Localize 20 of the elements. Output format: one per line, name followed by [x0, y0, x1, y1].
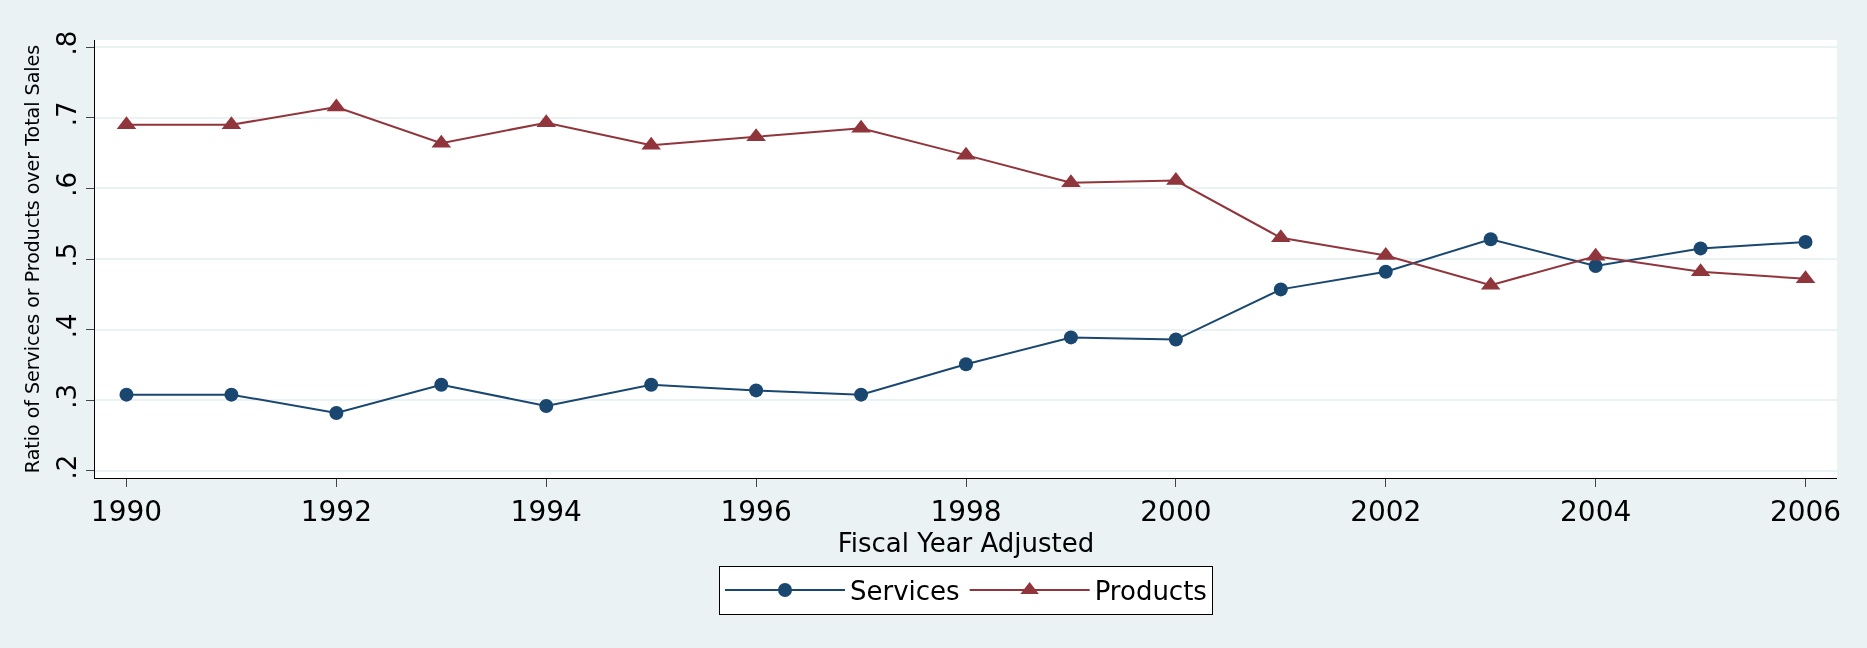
legend-label: Services — [850, 576, 960, 607]
y-tick-label: .7 — [51, 101, 82, 127]
x-tick-label: 1998 — [930, 494, 1002, 528]
x-tick-label: 2002 — [1350, 494, 1422, 528]
y-tick-label: .3 — [51, 383, 82, 409]
y-axis-title: Ratio of Services or Products over Total Sales — [21, 44, 44, 474]
y-tick-label: .4 — [51, 313, 82, 339]
legend-label: Products — [1094, 576, 1207, 607]
x-tick-label: 1996 — [720, 494, 792, 528]
x-tick-label: 2000 — [1140, 494, 1212, 528]
y-tick-label: .5 — [51, 242, 82, 268]
y-tick-label: .6 — [51, 172, 82, 197]
x-axis-title: Fiscal Year Adjusted — [837, 527, 1095, 558]
x-tick-label: 1994 — [510, 494, 582, 528]
x-tick-label: 2004 — [1560, 494, 1632, 528]
y-tick-label: .8 — [51, 30, 82, 56]
x-tick-label: 1990 — [90, 494, 163, 528]
x-tick-label: 1992 — [300, 494, 372, 528]
x-tick-label: 2006 — [1769, 494, 1842, 528]
y-tick-label: .2 — [51, 454, 82, 480]
